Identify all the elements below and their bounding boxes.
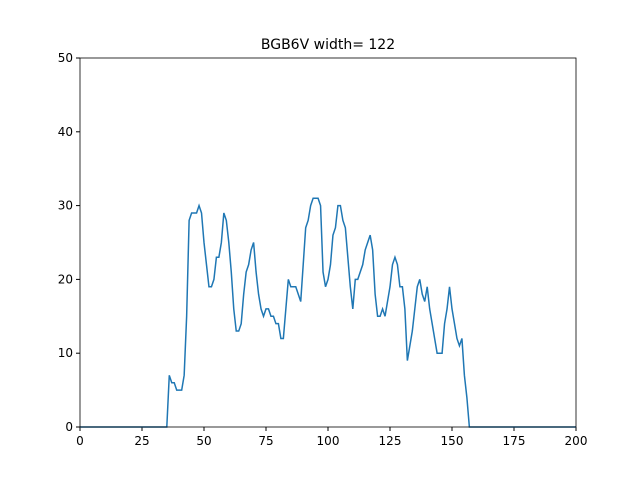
- plot-frame: [79, 57, 577, 428]
- chart-title: BGB6V width= 122: [261, 37, 395, 53]
- y-tick-label: 10: [58, 346, 73, 360]
- x-tick-label: 200: [565, 434, 588, 448]
- x-tick-label: 25: [134, 434, 149, 448]
- x-tick-label: 100: [317, 434, 340, 448]
- y-tick-label: 50: [58, 51, 73, 65]
- data-line: [80, 197, 576, 428]
- x-tick-label: 75: [258, 434, 273, 448]
- x-tick-label: 150: [441, 434, 464, 448]
- x-tick-label: 0: [76, 434, 84, 448]
- y-tick-label: 40: [58, 125, 73, 139]
- x-tick-label: 50: [196, 434, 211, 448]
- y-tick-label: 30: [58, 199, 73, 213]
- x-tick-label: 175: [503, 434, 526, 448]
- x-tick-label: 125: [379, 434, 402, 448]
- y-tick-label: 0: [65, 420, 73, 434]
- y-tick-label: 20: [58, 272, 73, 286]
